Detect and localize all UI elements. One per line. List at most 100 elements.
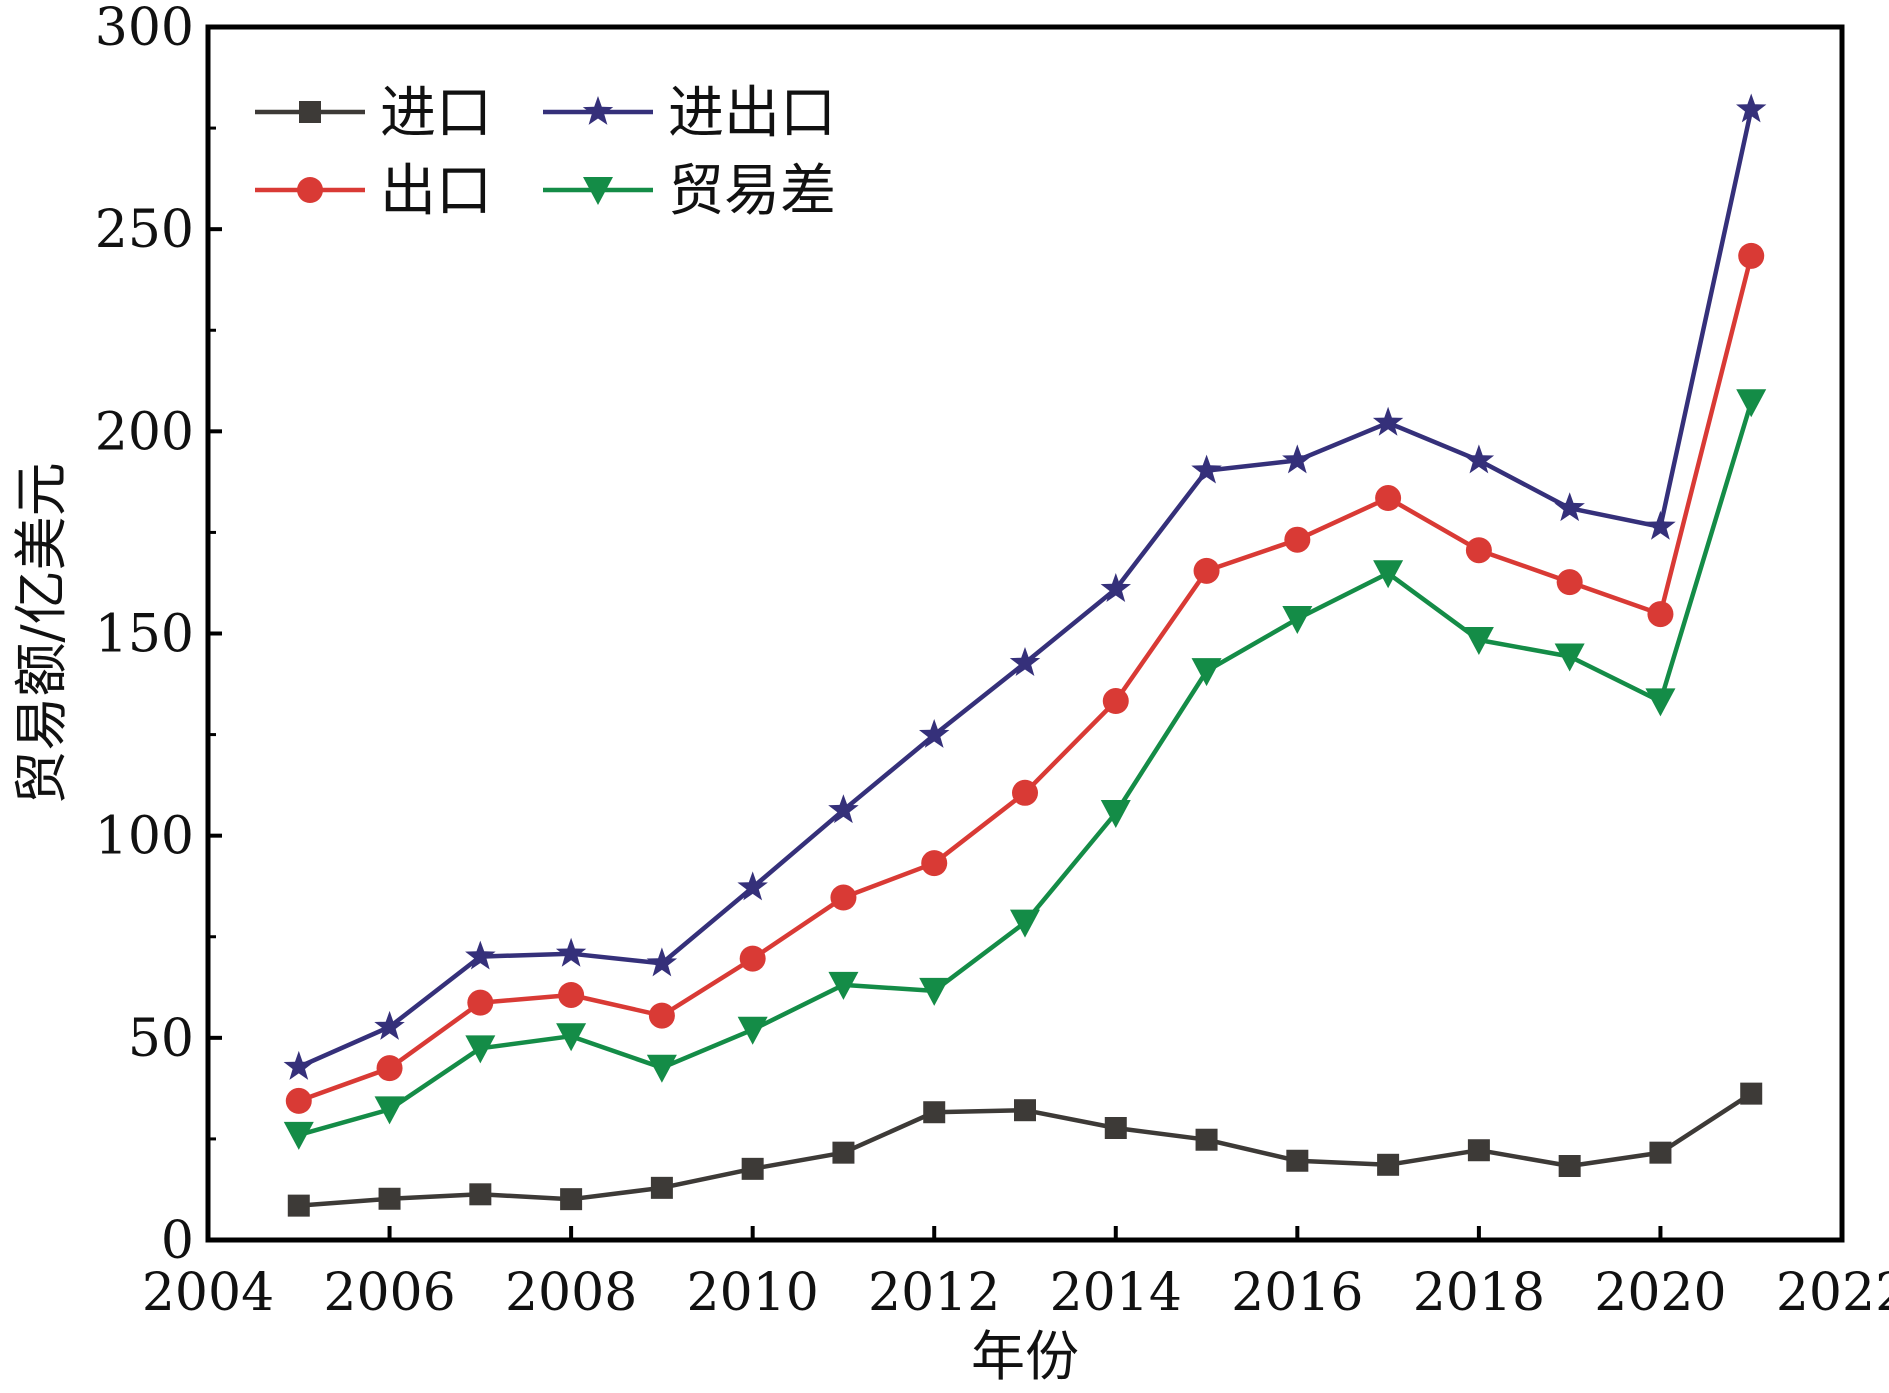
data-point-series-1 (1556, 569, 1583, 596)
data-point-series-2 (1372, 406, 1404, 436)
data-point-series-0 (1467, 1139, 1490, 1162)
data-point-series-3 (1463, 626, 1494, 655)
data-point-series-3 (1736, 389, 1767, 418)
data-point-series-0 (1558, 1155, 1581, 1178)
data-point-series-2 (1645, 510, 1676, 540)
y-tick-label: 150 (95, 605, 194, 665)
x-tick-label: 2022 (1776, 1263, 1889, 1323)
data-point-series-2 (1736, 93, 1767, 123)
data-point-series-3 (374, 1096, 405, 1125)
y-axis-title: 贸易额/亿美元 (10, 462, 73, 804)
data-point-series-1 (376, 1055, 403, 1082)
data-point-series-0 (1649, 1141, 1672, 1164)
x-tick-label: 2020 (1594, 1263, 1726, 1323)
data-point-series-2 (1100, 573, 1131, 602)
x-tick-label: 2018 (1413, 1263, 1545, 1323)
data-point-series-2 (1463, 444, 1495, 474)
data-point-series-1 (285, 1087, 312, 1114)
series-markers-layer (283, 93, 1767, 1217)
data-point-series-1 (1465, 537, 1492, 564)
data-point-series-2 (374, 1010, 405, 1040)
y-tick-label: 0 (161, 1211, 194, 1271)
data-point-series-0 (378, 1187, 401, 1210)
data-point-series-0 (1104, 1116, 1127, 1139)
data-point-series-3 (919, 977, 950, 1006)
data-point-series-0 (832, 1141, 855, 1164)
y-tick-label: 300 (95, 0, 194, 58)
data-point-series-0 (650, 1176, 673, 1199)
data-point-series-0 (560, 1188, 583, 1211)
data-point-series-1 (830, 884, 857, 911)
x-tick-label: 2016 (1231, 1263, 1363, 1323)
data-point-series-2 (1191, 454, 1222, 484)
data-point-series-0 (1014, 1099, 1036, 1122)
data-point-series-1 (1284, 526, 1311, 553)
series-line-1 (298, 255, 1754, 1104)
data-point-series-1 (1193, 557, 1220, 584)
data-point-series-2 (465, 940, 496, 970)
data-point-series-3 (1191, 658, 1222, 687)
data-point-series-0 (287, 1194, 310, 1217)
data-point-series-3 (1373, 560, 1404, 589)
x-tick-label: 2008 (505, 1263, 637, 1323)
data-point-series-0 (923, 1101, 946, 1124)
data-point-series-0 (469, 1183, 492, 1206)
data-point-series-1 (1375, 485, 1402, 512)
data-point-series-3 (1554, 643, 1585, 672)
data-point-series-3 (1645, 688, 1676, 717)
x-tick-label: 2004 (142, 1263, 274, 1323)
y-tick-label: 100 (95, 807, 194, 867)
data-point-series-3 (828, 971, 859, 1000)
data-point-series-1 (1102, 688, 1129, 715)
data-point-series-3 (283, 1121, 314, 1150)
data-point-series-2 (1009, 647, 1041, 676)
data-point-series-1 (1012, 779, 1038, 806)
data-point-series-3 (556, 1023, 587, 1052)
data-point-series-1 (1738, 242, 1765, 269)
x-tick-label: 2010 (686, 1263, 818, 1323)
legend-marker (299, 101, 321, 123)
legend-marker (583, 177, 613, 205)
data-point-series-0 (1740, 1082, 1763, 1105)
x-tick-label: 2012 (868, 1263, 1000, 1323)
data-point-series-1 (558, 981, 585, 1008)
data-point-series-2 (283, 1050, 314, 1080)
data-point-series-1 (648, 1002, 675, 1029)
x-tick-label: 2014 (1050, 1263, 1182, 1323)
x-tick-label: 2006 (323, 1263, 455, 1323)
data-point-series-2 (737, 871, 768, 901)
y-tick-label: 50 (128, 1009, 194, 1069)
data-point-series-2 (1554, 492, 1585, 522)
legend-label: 进口 (380, 81, 492, 146)
data-point-series-3 (465, 1035, 496, 1064)
data-point-series-3 (737, 1016, 768, 1045)
legend-label: 贸易差 (668, 159, 836, 224)
y-tick-label: 250 (95, 200, 194, 260)
data-point-series-1 (1647, 601, 1674, 628)
axis-ticks-layer: 2004 2006 2008 2010 2012 2014 2016 2018 2020 2022… (95, 0, 1889, 1323)
data-point-series-1 (921, 850, 948, 877)
data-point-series-0 (1195, 1128, 1218, 1151)
data-point-series-3 (1100, 800, 1131, 829)
x-axis-title: 年份 (971, 1325, 1079, 1388)
data-point-series-0 (1377, 1153, 1400, 1176)
data-point-series-3 (1010, 909, 1040, 938)
data-point-series-2 (828, 794, 859, 824)
y-tick-label: 200 (95, 402, 194, 462)
legend-marker (582, 96, 614, 125)
data-point-series-3 (1282, 605, 1313, 634)
legend-label: 进出口 (668, 81, 836, 146)
data-point-series-2 (919, 719, 950, 748)
data-point-series-2 (646, 947, 678, 977)
data-point-series-2 (1282, 444, 1313, 474)
data-point-series-1 (467, 989, 494, 1016)
data-point-series-1 (739, 945, 766, 972)
data-point-series-0 (741, 1157, 764, 1180)
legend-label: 出口 (380, 159, 492, 224)
legend-marker (297, 177, 323, 203)
series-line-3 (298, 401, 1754, 1138)
data-point-series-3 (646, 1054, 677, 1083)
